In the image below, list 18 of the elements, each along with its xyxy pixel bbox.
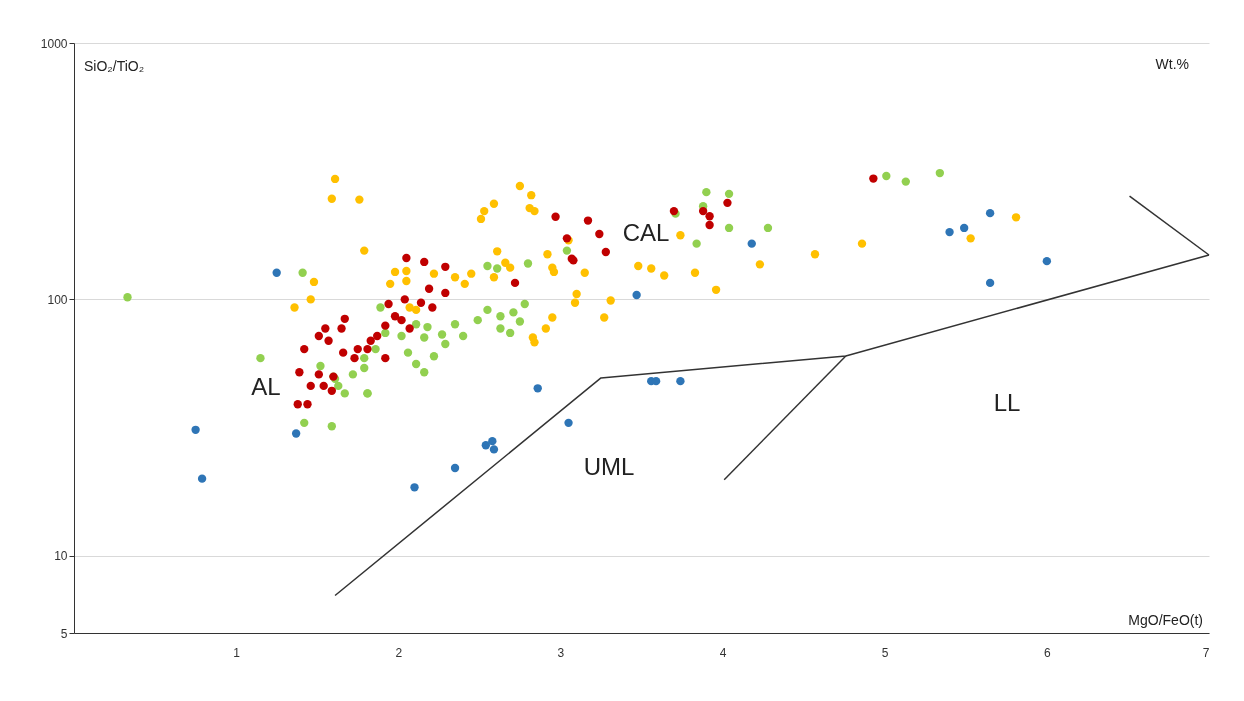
x-tick-label: 5 [881, 645, 889, 660]
annotation: UML [583, 453, 635, 480]
x-tick-label: 1 [233, 645, 241, 660]
annotation: Wt.% [1155, 56, 1189, 72]
annotation: CAL [622, 219, 670, 246]
x-tick-label: 6 [1044, 645, 1052, 660]
y-axis-title: SiO₂/TiO₂ [84, 58, 145, 74]
y-tick-label: 10 [54, 549, 68, 564]
x-tick-label: 4 [719, 645, 727, 660]
annotation: LL [993, 389, 1021, 416]
y-tick-label: 100 [47, 292, 68, 307]
x-tick-label: 2 [395, 645, 403, 660]
x-tick-label: 7 [1202, 645, 1210, 660]
annotation: AL [251, 373, 281, 400]
x-axis-title: MgO/FeO(t) [1128, 612, 1203, 628]
y-tick-label: 5 [60, 626, 68, 641]
x-tick-label: 3 [557, 645, 565, 660]
y-tick-label: 1000 [40, 36, 68, 51]
